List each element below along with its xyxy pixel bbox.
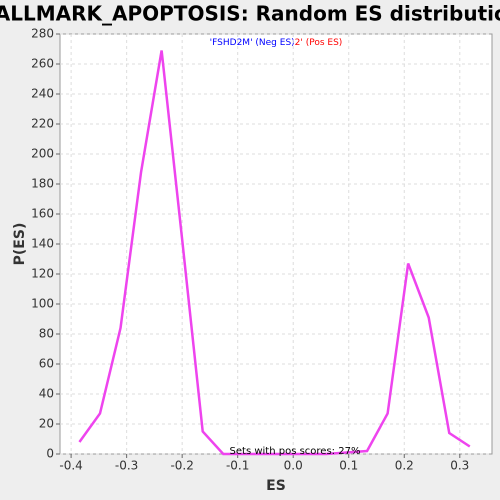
x-tick-label: -0.1: [226, 459, 249, 473]
x-tick-label: -0.3: [115, 459, 138, 473]
x-tick-label: 0.2: [395, 459, 414, 473]
y-tick-label: 160: [31, 207, 54, 221]
y-tick-label: 100: [31, 297, 54, 311]
x-tick-label: 0.3: [450, 459, 469, 473]
x-axis-label: ES: [266, 478, 286, 494]
legend-entry: 'FSHD2M' (Neg ES): [210, 38, 295, 48]
y-tick-label: 20: [39, 417, 54, 431]
x-tick-label: 0.1: [339, 459, 358, 473]
y-tick-label: 120: [31, 267, 54, 281]
y-tick-label: 280: [31, 27, 54, 41]
y-tick-label: 40: [39, 387, 54, 401]
y-tick-label: 60: [39, 357, 54, 371]
legend-entry: 2' (Pos ES): [295, 38, 343, 48]
y-tick-label: 200: [31, 147, 54, 161]
x-tick-label: 0.0: [284, 459, 303, 473]
x-tick-label: -0.4: [59, 459, 82, 473]
legend: 'FSHD2M' (Neg ES)2' (Pos ES): [210, 38, 343, 48]
y-tick-label: 240: [31, 87, 54, 101]
y-tick-label: 140: [31, 237, 54, 251]
x-tick-label: -0.2: [170, 459, 193, 473]
y-tick-label: 180: [31, 177, 54, 191]
y-tick-label: 220: [31, 117, 54, 131]
y-tick-label: 80: [39, 327, 54, 341]
annotation: Sets with pos scores: 27%: [230, 446, 361, 457]
y-tick-label: 0: [46, 447, 54, 461]
y-axis-label: P(ES): [12, 223, 28, 266]
chart-title: HALLMARK_APOPTOSIS: Random ES distributi…: [0, 2, 500, 26]
line: [78, 50, 471, 456]
y-tick-label: 260: [31, 57, 54, 71]
